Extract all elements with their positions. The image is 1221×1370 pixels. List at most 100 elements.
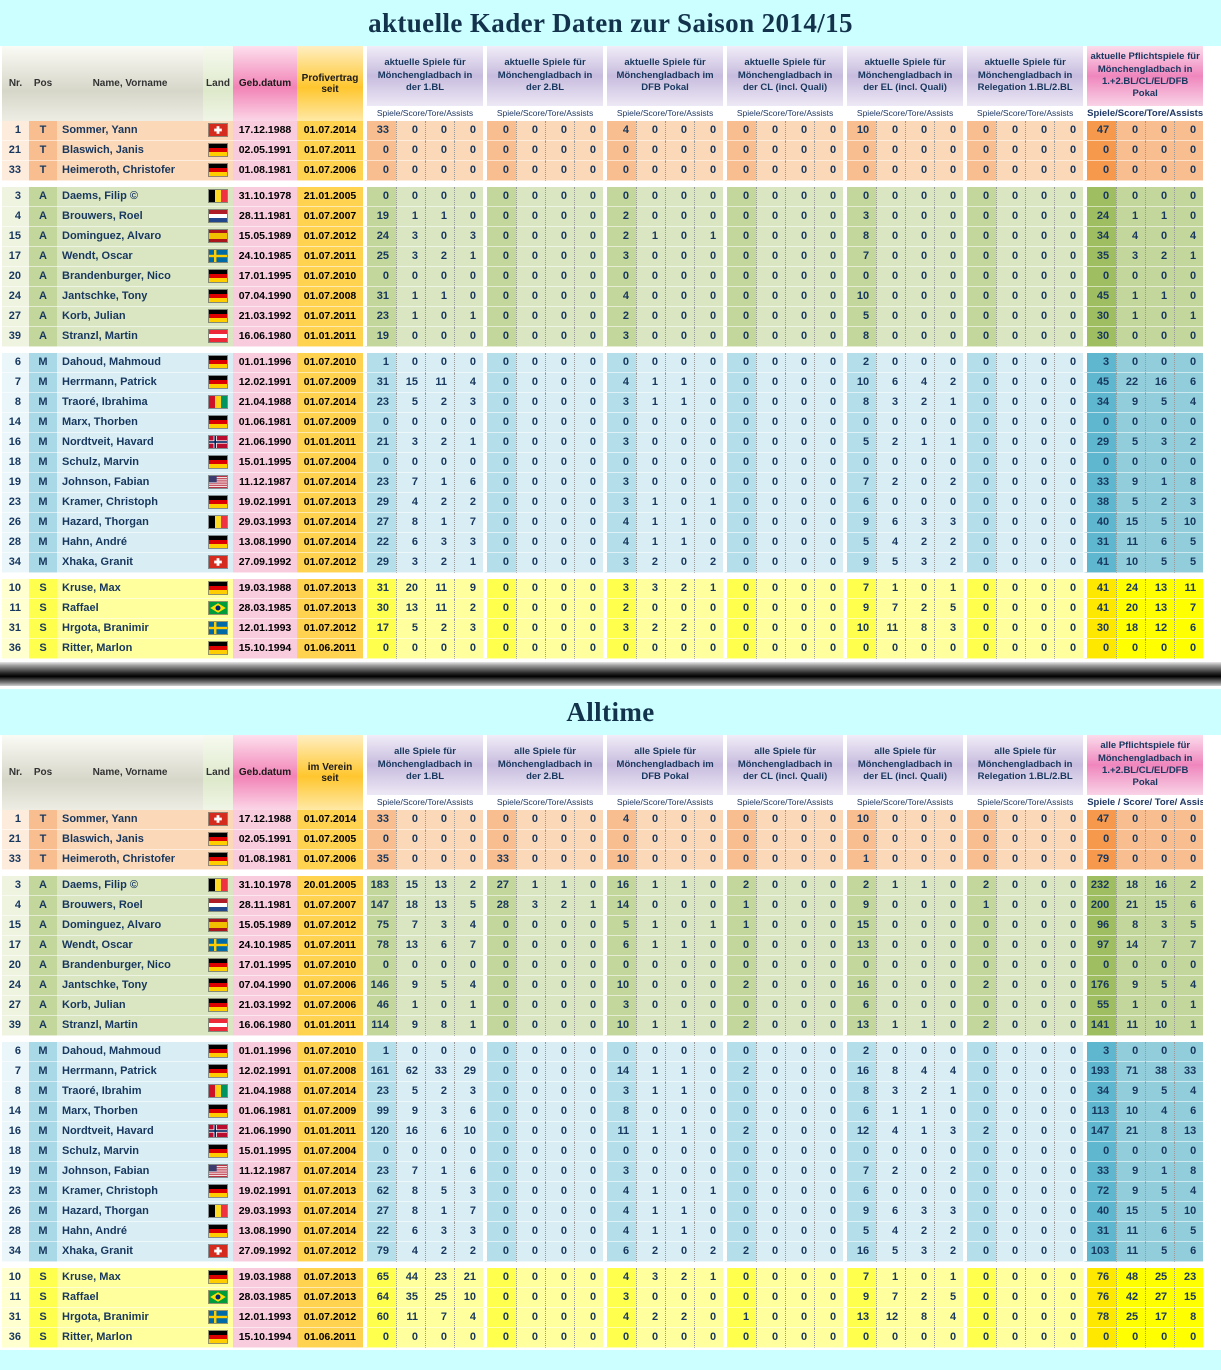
cell-assists-g6: 0 [1054, 1268, 1084, 1288]
cell-score-g7: 0 [1116, 810, 1146, 830]
cell-assists-g5: 0 [934, 976, 964, 996]
cell-score-g7: 11 [1116, 533, 1146, 553]
cell-tore-g5: 0 [905, 1142, 935, 1162]
cell-nr: 21 [2, 141, 29, 161]
cell-country [203, 1042, 233, 1062]
cell-tore-g6: 0 [1025, 473, 1055, 493]
cell-tore-g2: 0 [545, 579, 575, 599]
cell-spiele-g1: 120 [363, 1122, 396, 1142]
cell-assists-g6: 0 [1054, 161, 1084, 181]
cell-spiele-g6: 0 [963, 1062, 997, 1082]
cell-tore-g2: 0 [545, 247, 575, 267]
cell-since-date: 01.07.2013 [297, 579, 363, 599]
cell-tore-g5: 0 [905, 187, 935, 207]
cell-spiele-g1: 29 [363, 553, 396, 573]
cell-since-date: 01.07.2014 [297, 533, 363, 553]
cell-assists-g7: 0 [1174, 267, 1204, 287]
cell-tore-g7: 27 [1145, 1288, 1175, 1308]
cell-assists-g1: 3 [454, 1082, 484, 1102]
player-row: 34 M Xhaka, Granit 27.09.1992 01.07.2012 79 4 2… [2, 1242, 1204, 1262]
cell-country [203, 473, 233, 493]
cell-spiele-g7: 41 [1083, 599, 1117, 619]
cell-spiele-g5: 0 [843, 187, 877, 207]
cell-spiele-g5: 0 [843, 413, 877, 433]
cell-spiele-g3: 10 [603, 976, 637, 996]
cell-score-g7: 0 [1116, 453, 1146, 473]
cell-score-g3: 0 [636, 599, 666, 619]
cell-nr: 34 [2, 1242, 29, 1262]
cell-tore-g4: 0 [785, 956, 815, 976]
cell-spiele-g1: 79 [363, 1242, 396, 1262]
cell-tore-g3: 0 [665, 353, 695, 373]
cell-spiele-g7: 193 [1083, 1062, 1117, 1082]
cell-assists-g5: 0 [934, 307, 964, 327]
cell-spiele-g3: 4 [603, 810, 637, 830]
cell-spiele-g5: 2 [843, 876, 877, 896]
player-row: 24 A Jantschke, Tony 07.04.1990 01.07.2006 14… [2, 976, 1204, 996]
cell-tore-g4: 0 [785, 619, 815, 639]
cell-score-g3: 0 [636, 956, 666, 976]
cell-assists-g7: 4 [1174, 393, 1204, 413]
section-alltime: Alltime Nr. Pos Name, Vorname Land Geb.datum… [0, 689, 1221, 1348]
cell-score-g1: 0 [396, 639, 425, 659]
cell-tore-g5: 0 [905, 976, 935, 996]
cell-score-g4: 0 [756, 161, 786, 181]
cell-score-g5: 0 [876, 161, 906, 181]
cell-spiele-g4: 0 [723, 579, 757, 599]
cell-assists-g7: 5 [1174, 916, 1204, 936]
cell-score-g4: 0 [756, 121, 786, 141]
cell-spiele-g3: 3 [603, 579, 637, 599]
cell-spiele-g5: 9 [843, 513, 877, 533]
cell-assists-g4: 0 [814, 1202, 844, 1222]
cell-score-g7: 11 [1116, 1016, 1146, 1036]
cell-birthdate: 11.12.1987 [233, 1162, 297, 1182]
cell-assists-g3: 0 [694, 413, 724, 433]
cell-score-g1: 1 [396, 287, 425, 307]
cell-country [203, 639, 233, 659]
cell-tore-g1: 2 [425, 493, 454, 513]
cell-assists-g7: 0 [1174, 141, 1204, 161]
cell-spiele-g4: 0 [723, 207, 757, 227]
cell-pos: M [29, 1122, 57, 1142]
cell-tore-g4: 0 [785, 1102, 815, 1122]
cell-assists-g6: 0 [1054, 1242, 1084, 1262]
flag-icon-germany [208, 309, 228, 324]
cell-score-g3: 0 [636, 207, 666, 227]
cell-score-g2: 0 [516, 553, 546, 573]
cell-spiele-g1: 31 [363, 287, 396, 307]
cell-spiele-g2: 0 [483, 433, 517, 453]
cell-assists-g6: 0 [1054, 493, 1084, 513]
cell-spiele-g4: 0 [723, 1328, 757, 1348]
cell-score-g6: 0 [996, 1182, 1026, 1202]
cell-spiele-g7: 3 [1083, 1042, 1117, 1062]
cell-score-g4: 0 [756, 1268, 786, 1288]
cell-score-g4: 0 [756, 1288, 786, 1308]
cell-birthdate: 27.09.1992 [233, 1242, 297, 1262]
cell-tore-g2: 0 [545, 393, 575, 413]
player-row: 26 M Hazard, Thorgan 29.03.1993 01.07.2014 27… [2, 1202, 1204, 1222]
cell-spiele-g5: 10 [843, 373, 877, 393]
cell-pos: M [29, 433, 57, 453]
cell-score-g5: 0 [876, 267, 906, 287]
cell-nr: 6 [2, 353, 29, 373]
cell-tore-g2: 0 [545, 327, 575, 347]
cell-tore-g1: 5 [425, 976, 454, 996]
cell-assists-g6: 0 [1054, 1202, 1084, 1222]
cell-score-g2: 0 [516, 996, 546, 1016]
cell-assists-g1: 0 [454, 1328, 484, 1348]
cell-tore-g2: 0 [545, 227, 575, 247]
cell-spiele-g6: 0 [963, 810, 997, 830]
cell-tore-g5: 0 [905, 227, 935, 247]
cell-spiele-g4: 0 [723, 1268, 757, 1288]
cell-nr: 39 [2, 327, 29, 347]
cell-tore-g5: 0 [905, 896, 935, 916]
cell-spiele-g4: 0 [723, 1162, 757, 1182]
cell-country [203, 1122, 233, 1142]
cell-tore-g1: 8 [425, 1016, 454, 1036]
cell-spiele-g2: 33 [483, 850, 517, 870]
cell-assists-g2: 0 [574, 141, 604, 161]
flag-icon-germany [208, 1044, 228, 1059]
cell-spiele-g3: 6 [603, 1242, 637, 1262]
cell-assists-g3: 0 [694, 307, 724, 327]
cell-pos: S [29, 599, 57, 619]
